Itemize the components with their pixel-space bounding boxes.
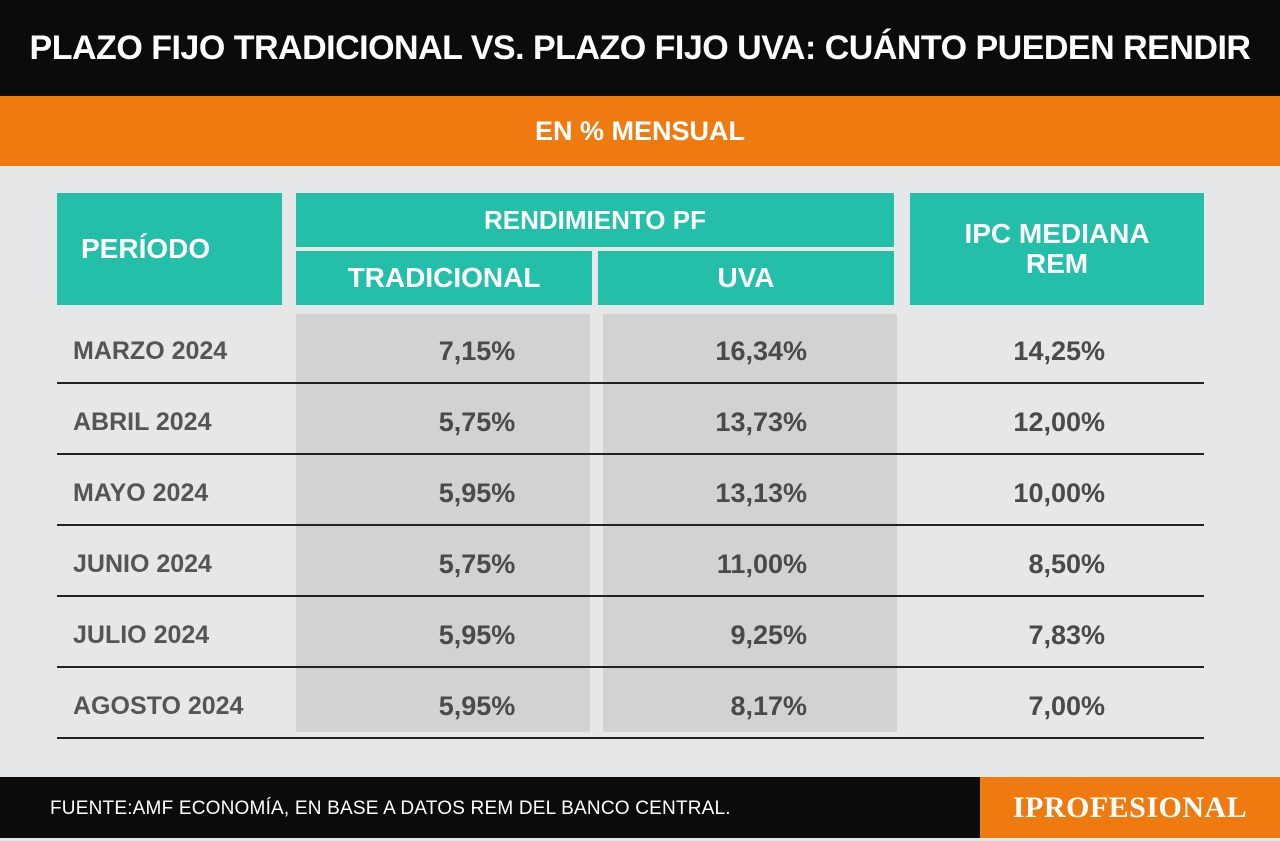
cell-ipc: 12,00% <box>1013 407 1105 437</box>
cell-uva: 13,73% <box>715 407 807 437</box>
brand-logo: IPROFESIONAL <box>980 777 1280 838</box>
cell-ipc: 8,50% <box>1028 549 1105 579</box>
cell-uva: 9,25% <box>730 620 807 650</box>
table-row: ABRIL 2024 5,75% 13,73% 12,00% <box>57 385 1204 455</box>
table-row: JUNIO 2024 5,75% 11,00% 8,50% <box>57 527 1204 597</box>
header-tradicional: TRADICIONAL <box>296 251 592 305</box>
chart-title: PLAZO FIJO TRADICIONAL VS. PLAZO FIJO UV… <box>0 0 1280 96</box>
cell-periodo: AGOSTO 2024 <box>73 692 244 720</box>
table-row: JULIO 2024 5,95% 9,25% 7,83% <box>57 598 1204 668</box>
cell-periodo: MARZO 2024 <box>73 337 228 365</box>
cell-uva: 11,00% <box>716 549 807 579</box>
header-rendimiento-pf: RENDIMIENTO PF <box>296 193 894 247</box>
source-note: FUENTE:AMF ECONOMÍA, EN BASE A DATOS REM… <box>50 798 731 819</box>
table-row: AGOSTO 2024 5,95% 8,17% 7,00% <box>57 669 1204 739</box>
cell-uva: 16,34% <box>715 336 807 366</box>
table-row: MAYO 2024 5,95% 13,13% 10,00% <box>57 456 1204 526</box>
cell-periodo: JUNIO 2024 <box>73 550 212 578</box>
cell-tradicional: 5,75% <box>438 549 516 579</box>
cell-uva: 13,13% <box>715 478 807 508</box>
cell-ipc: 14,25% <box>1013 336 1105 366</box>
cell-ipc: 10,00% <box>1013 478 1105 508</box>
cell-tradicional: 7,15% <box>438 336 516 366</box>
cell-periodo: ABRIL 2024 <box>73 408 212 436</box>
header-ipc-line2: REM <box>1025 248 1089 279</box>
header-ipc-line1: IPC MEDIANA <box>964 218 1150 249</box>
cell-periodo: JULIO 2024 <box>73 621 210 649</box>
cell-tradicional: 5,75% <box>438 407 516 437</box>
cell-uva: 8,17% <box>730 691 807 721</box>
cell-periodo: MAYO 2024 <box>73 479 209 507</box>
header-uva: UVA <box>598 251 894 305</box>
chart-subtitle: EN % MENSUAL <box>0 96 1280 166</box>
header-ipc-mediana-rem: IPC MEDIANA REM <box>910 193 1204 305</box>
table-row: MARZO 2024 7,15% 16,34% 14,25% <box>57 314 1204 384</box>
cell-tradicional: 5,95% <box>438 478 516 508</box>
cell-tradicional: 5,95% <box>438 620 516 650</box>
cell-ipc: 7,00% <box>1028 691 1105 721</box>
cell-tradicional: 5,95% <box>438 691 516 721</box>
cell-ipc: 7,83% <box>1028 620 1105 650</box>
header-ipc-label: IPC MEDIANA REM <box>964 219 1149 279</box>
header-periodo: PERÍODO <box>57 193 282 305</box>
